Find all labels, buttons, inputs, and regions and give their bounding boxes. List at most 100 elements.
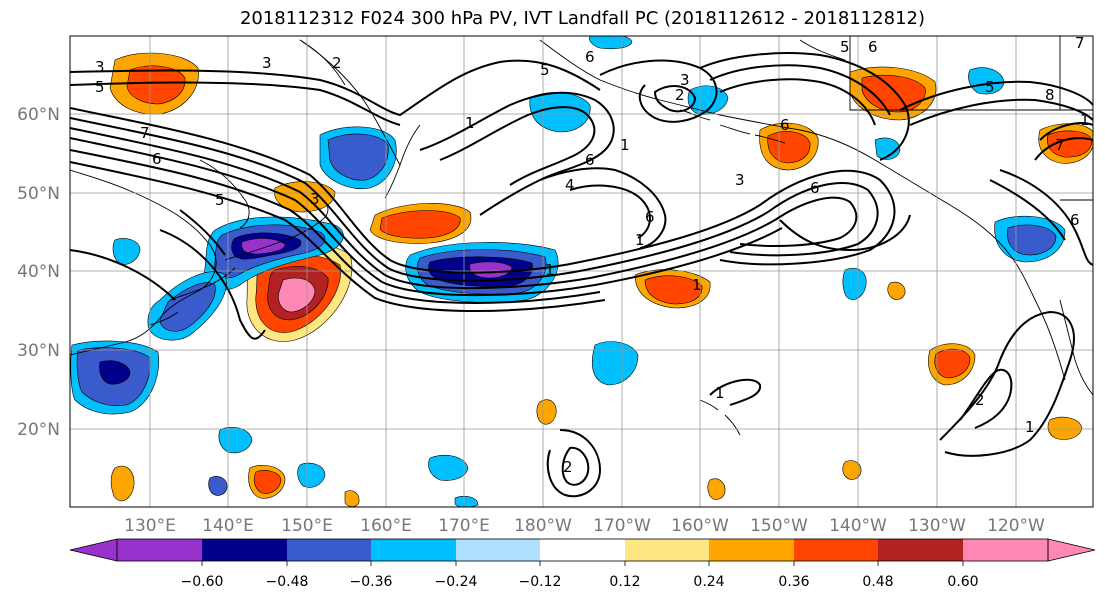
colorbar-swatch (709, 539, 794, 561)
contour-label: 5 (985, 78, 995, 96)
lon-label: 170°W (593, 516, 651, 536)
contour-label: 1 (545, 261, 555, 279)
shade-negative (968, 67, 1005, 95)
contour-label: 1 (635, 231, 645, 249)
contour-label: 6 (585, 151, 595, 169)
lat-label: 30°N (17, 341, 60, 361)
shade-positive (126, 65, 186, 105)
colorbar-tick-label: −0.24 (435, 574, 478, 590)
shade-positive (379, 210, 461, 239)
contour-label: 2 (675, 86, 685, 104)
colorbar-swatch (117, 539, 202, 561)
lon-label: 150°W (750, 516, 808, 536)
shade-positive (344, 490, 360, 507)
contour-label: 5 (215, 191, 225, 209)
contour-label: 3 (95, 58, 105, 76)
colorbar-swatch (963, 539, 1048, 561)
shade-positive (278, 277, 316, 313)
map-frame (69, 35, 1094, 508)
colorbar-swatch (456, 539, 540, 561)
colorbar-tick-label: −0.60 (181, 574, 224, 590)
contour-label: 5 (540, 61, 550, 79)
longitude-labels: 130°E 140°E 150°E 160°E 170°E 180°W 170°… (124, 516, 1045, 536)
contour-label: 5 (95, 78, 105, 96)
shade-negative (454, 495, 479, 507)
colorbar-swatch (287, 539, 371, 561)
contour-label: 6 (152, 150, 162, 168)
shade-negative (469, 261, 513, 279)
map-title: 2018112312 F024 300 hPa PV, IVT Landfall… (239, 8, 926, 29)
contour-label: 6 (585, 48, 595, 66)
lon-label: 140°W (829, 516, 887, 536)
contour-label: 4 (565, 176, 575, 194)
lon-label: 150°E (281, 516, 333, 536)
latitude-labels: 60°N 50°N 40°N 30°N 20°N (17, 105, 60, 440)
shade-positive (253, 470, 282, 494)
shade-positive (887, 281, 906, 300)
colorbar-swatch (371, 539, 456, 561)
lon-label: 180°W (514, 516, 572, 536)
colorbar-tick-label: 0.60 (947, 574, 978, 590)
shade-positive (644, 275, 703, 305)
shade-negative (99, 360, 131, 385)
contour-label: 3 (262, 54, 272, 72)
shade-positive (767, 131, 811, 164)
contour-label: 6 (868, 38, 878, 56)
lon-label: 120°W (987, 516, 1045, 536)
colorbar-tick-label: −0.48 (266, 574, 309, 590)
contour-label: 1 (692, 276, 702, 294)
shade-negative (687, 85, 729, 115)
shade-positive (536, 399, 557, 425)
shade-negative (589, 36, 633, 50)
contour-label: 7 (140, 124, 150, 142)
contour-label: 2 (975, 391, 985, 409)
shade-positive (842, 460, 862, 480)
contour-label: 1 (1025, 418, 1035, 436)
shade-negative (591, 341, 639, 386)
shade-negative (297, 462, 326, 488)
shade-negative (241, 238, 286, 255)
lon-label: 140°E (202, 516, 254, 536)
colorbar-swatch (202, 539, 287, 561)
colorbar-extend-high (1047, 538, 1096, 562)
shade-negative (218, 427, 253, 454)
contour-label: 3 (735, 171, 745, 189)
shade-negative (842, 267, 867, 300)
shade-positive (110, 465, 135, 502)
colorbar-extend-low (69, 538, 118, 562)
contour-label: 6 (645, 208, 655, 226)
contour-label: 1 (620, 136, 630, 154)
shade-negative (327, 133, 389, 181)
contour-label: 7 (1055, 136, 1065, 154)
contour-label: 6 (1070, 211, 1080, 229)
lat-label: 40°N (17, 262, 60, 282)
shade-negative (208, 476, 228, 496)
contour-label: 6 (780, 116, 790, 134)
contour-label: 1 (1080, 111, 1090, 129)
colorbar-tick-label: −0.12 (519, 574, 562, 590)
contour-label: 1 (715, 384, 725, 402)
contour-label: 2 (332, 54, 342, 72)
colorbar-swatch (625, 539, 709, 561)
lon-label: 130°W (908, 516, 966, 536)
colorbar-tick-label: −0.36 (350, 574, 393, 590)
colorbar-tick-label: 0.12 (609, 574, 640, 590)
colorbar-swatch (878, 539, 963, 561)
shade-negative (112, 238, 141, 265)
colorbar-swatch (794, 539, 878, 561)
shade-positive (707, 478, 726, 500)
lon-label: 160°W (671, 516, 729, 536)
lat-label: 20°N (17, 420, 60, 440)
coastlines (70, 36, 1093, 436)
shade-negative (428, 455, 469, 481)
colorbar: −0.60 −0.48 −0.36 −0.24 −0.12 0.12 0.24 … (69, 538, 1096, 590)
lon-label: 170°E (438, 516, 490, 536)
contour-label: 8 (1045, 86, 1055, 104)
shade-positive (1047, 416, 1083, 440)
colorbar-tick-label: 0.24 (693, 574, 724, 590)
shade-negative (159, 282, 216, 332)
colorbar-tick-label: 0.36 (778, 574, 809, 590)
ivt-contours (70, 52, 1093, 498)
contour-labels: 3 3 2 5 5 6 1 1 6 7 6 3 4 5 6 1 3 6 1 1 … (95, 36, 1090, 476)
